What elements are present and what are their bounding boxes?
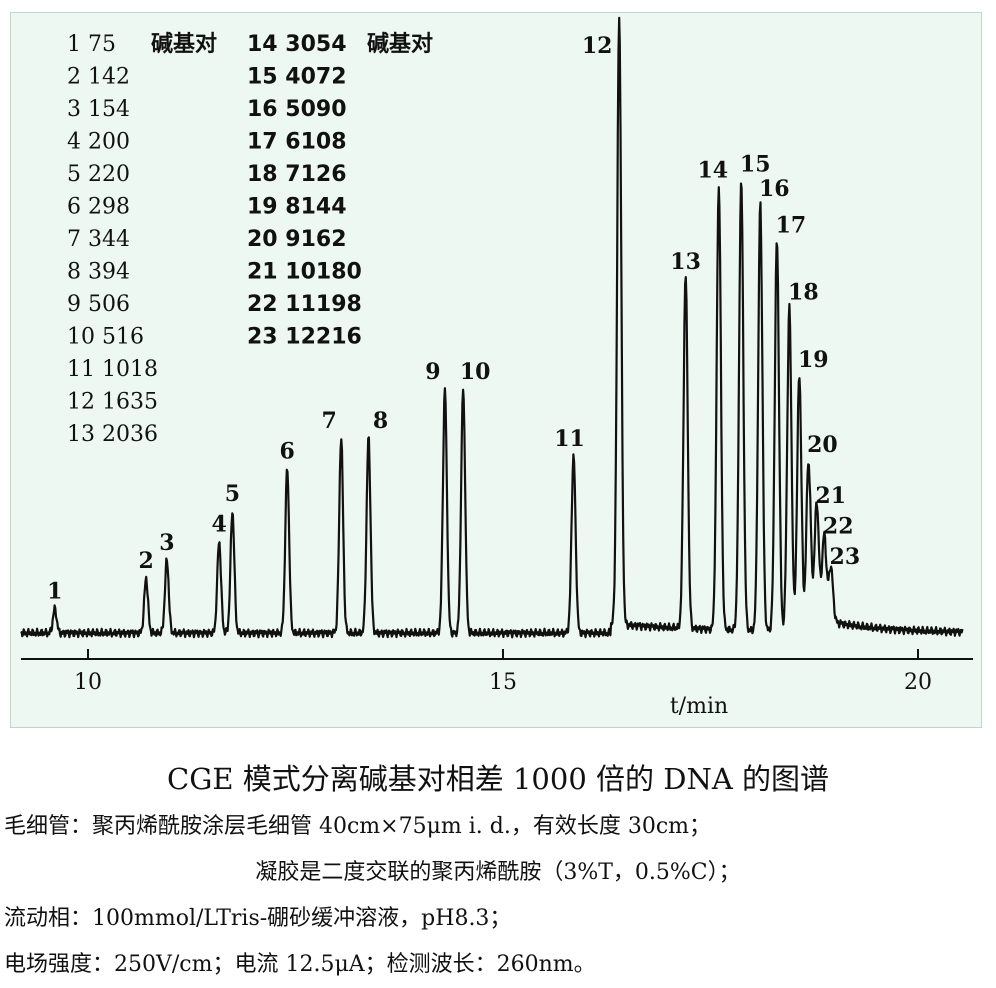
- peak-label-20: 20: [807, 432, 838, 458]
- peak-label-13: 13: [670, 249, 701, 275]
- peak-label-19: 19: [798, 347, 829, 373]
- legend-entry-7: 7 344: [67, 227, 130, 252]
- legend-entry-5: 5 220: [67, 162, 130, 187]
- legend-unit-1: 碱基对: [151, 31, 217, 57]
- peak-label-8: 8: [373, 408, 388, 434]
- legend-entry-6: 6 298: [67, 195, 130, 220]
- legend-entry-10: 10 516: [67, 325, 144, 350]
- legend-entry-2: 2 142: [67, 65, 130, 90]
- peak-label-1: 1: [47, 579, 62, 605]
- legend-entry-18: 18 7126: [247, 162, 347, 187]
- legend-unit-14: 碱基对: [367, 31, 433, 57]
- x-tick-label: 20: [904, 670, 932, 695]
- caption-capillary: 毛细管：聚丙烯酰胺涂层毛细管 40cm×75μm i. d.，有效长度 30cm…: [4, 814, 712, 839]
- x-tick-label: 15: [489, 670, 517, 695]
- peak-label-3: 3: [159, 530, 174, 556]
- peak-label-7: 7: [321, 408, 336, 434]
- caption-gel: 凝胶是二度交联的聚丙烯酰胺（3%T，0.5%C）；: [255, 860, 741, 885]
- legend-entry-4: 4 200: [67, 130, 130, 155]
- x-ticks: 10 15 20: [74, 649, 932, 695]
- legend-entry-21: 21 10180: [247, 260, 362, 285]
- peak-label-22: 22: [823, 514, 854, 540]
- peak-label-11: 11: [554, 426, 585, 452]
- peak-label-17: 17: [776, 213, 807, 239]
- caption-mobile-phase: 流动相：100mmol/LTris-硼砂缓冲溶液，pH8.3；: [4, 906, 512, 931]
- peak-label-6: 6: [280, 438, 295, 464]
- caption-conditions: 电场强度：250V/cm；电流 12.5μA；检测波长：260nm。: [4, 952, 596, 977]
- x-axis-label: t/min: [670, 694, 728, 719]
- peak-label-9: 9: [425, 359, 440, 385]
- peak-label-10: 10: [460, 359, 491, 385]
- legend-entry-8: 8 394: [67, 260, 130, 285]
- legend-entry-14: 14 3054: [247, 32, 347, 57]
- peak-label-12: 12: [582, 33, 613, 59]
- legend: 1 75 碱基对 2 142 3 154 4 200 5 220 6 298 7 344 8 3…: [67, 31, 433, 447]
- peak-label-2: 2: [138, 548, 153, 574]
- peak-label-21: 21: [815, 483, 846, 509]
- legend-entry-13: 13 2036: [67, 422, 158, 447]
- chromatogram-figure: 1 75 碱基对 2 142 3 154 4 200 5 220 6 298 7 344 8 3…: [10, 12, 982, 728]
- legend-entry-22: 22 11198: [247, 292, 362, 317]
- peak-label-14: 14: [697, 158, 728, 184]
- legend-entry-17: 17 6108: [247, 130, 347, 155]
- x-tick-label: 10: [74, 670, 102, 695]
- legend-entry-20: 20 9162: [247, 227, 347, 252]
- legend-entry-16: 16 5090: [247, 97, 347, 122]
- peak-label-16: 16: [759, 176, 790, 202]
- legend-entry-11: 11 1018: [67, 357, 158, 382]
- peak-label-5: 5: [225, 481, 240, 507]
- signal-trace: [20, 16, 964, 639]
- legend-entry-3: 3 154: [67, 97, 130, 122]
- legend-entry-1: 1 75: [67, 32, 116, 57]
- peak-label-18: 18: [788, 280, 819, 306]
- legend-entry-23: 23 12216: [247, 325, 362, 350]
- caption-title: CGE 模式分离碱基对相差 1000 倍的 DNA 的图谱: [167, 762, 829, 796]
- legend-entry-19: 19 8144: [247, 195, 347, 220]
- legend-entry-15: 15 4072: [247, 65, 347, 90]
- peak-label-4: 4: [211, 512, 226, 538]
- legend-entry-12: 12 1635: [67, 390, 158, 415]
- peak-label-23: 23: [830, 544, 861, 570]
- legend-entry-9: 9 506: [67, 292, 130, 317]
- peak-label-15: 15: [740, 152, 771, 178]
